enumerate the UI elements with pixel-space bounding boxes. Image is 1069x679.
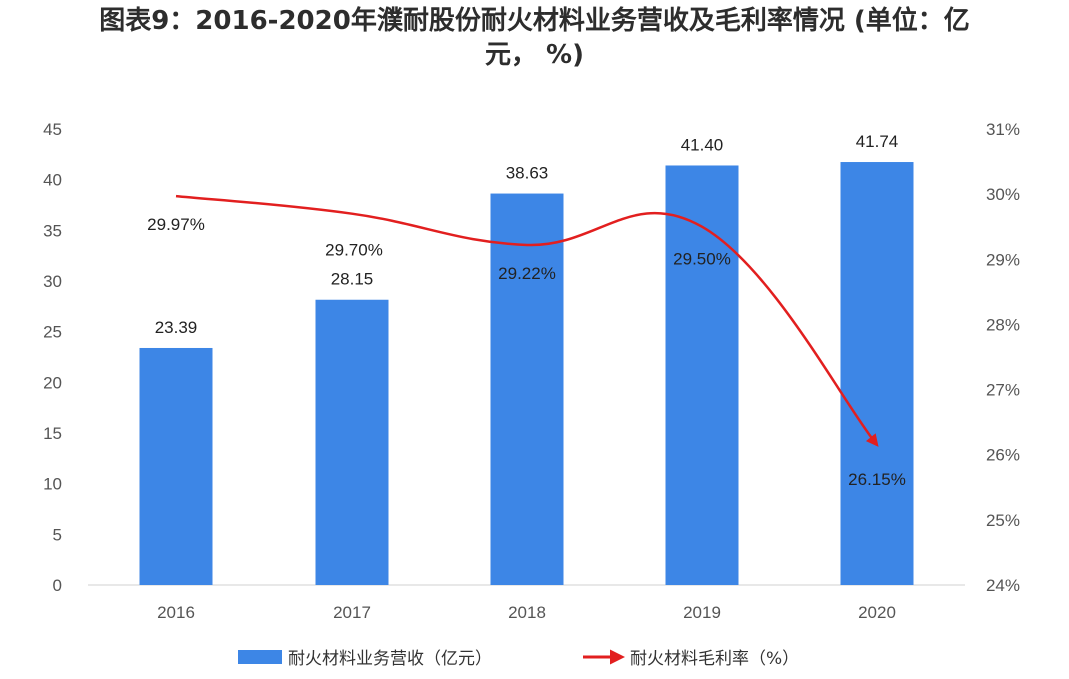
line-series — [175, 194, 879, 447]
y-right-tick-label: 31% — [986, 120, 1020, 139]
bar-data-label: 23.39 — [155, 318, 198, 337]
y-axis-left: 0 5 10 15 20 25 30 35 40 45 — [43, 120, 62, 595]
y-left-tick-label: 15 — [43, 424, 62, 443]
bar-data-label: 28.15 — [331, 270, 374, 289]
y-left-tick-label: 40 — [43, 171, 62, 190]
y-left-tick-label: 25 — [43, 323, 62, 342]
x-tick-label: 2019 — [683, 603, 721, 622]
bar — [840, 162, 914, 585]
chart-title: 图表9：2016-2020年濮耐股份耐火材料业务营收及毛利率情况 (单位：亿 元… — [0, 4, 1069, 72]
x-tick-label: 2020 — [858, 603, 896, 622]
y-right-tick-label: 28% — [986, 315, 1020, 334]
y-left-tick-label: 45 — [43, 120, 62, 139]
x-tick-label: 2016 — [157, 603, 195, 622]
y-right-tick-label: 27% — [986, 381, 1020, 400]
y-left-tick-label: 10 — [43, 475, 62, 494]
bar — [139, 347, 213, 585]
chart-title-line-1: 图表9：2016-2020年濮耐股份耐火材料业务营收及毛利率情况 (单位：亿 — [99, 6, 970, 36]
bar — [490, 193, 564, 586]
y-left-tick-label: 35 — [43, 221, 62, 240]
bar — [315, 299, 389, 585]
y-left-tick-label: 5 — [53, 525, 62, 544]
x-tick-label: 2018 — [508, 603, 546, 622]
margin-line — [175, 194, 879, 447]
y-right-tick-label: 29% — [986, 250, 1020, 269]
y-left-tick-label: 20 — [43, 373, 62, 392]
bar-series — [139, 162, 914, 586]
line-data-label: 29.22% — [498, 264, 556, 283]
y-right-tick-label: 25% — [986, 511, 1020, 530]
legend-swatch-bar — [238, 650, 282, 664]
bar — [665, 165, 739, 586]
line-data-label: 26.15% — [848, 470, 906, 489]
line-data-label: 29.50% — [673, 250, 731, 269]
bar-data-label: 41.74 — [856, 132, 899, 151]
y-axis-right: 24% 25% 26% 27% 28% 29% 30% 31% — [986, 120, 1020, 595]
y-right-tick-label: 30% — [986, 185, 1020, 204]
legend-label-line: 耐火材料毛利率（%） — [630, 649, 799, 669]
chart-title-line-2: 元， %) — [485, 40, 584, 70]
line-data-label: 29.97% — [147, 215, 205, 234]
bar-data-label: 38.63 — [506, 164, 549, 183]
y-right-tick-label: 26% — [986, 446, 1020, 465]
y-left-tick-label: 0 — [53, 576, 62, 595]
bar-data-labels: 23.39 28.15 38.63 41.40 41.74 — [155, 132, 899, 337]
y-left-tick-label: 30 — [43, 272, 62, 291]
bar-data-label: 41.40 — [681, 135, 724, 154]
x-axis: 2016 2017 2018 2019 2020 — [88, 584, 965, 622]
line-data-label: 29.70% — [325, 241, 383, 260]
legend: 耐火材料业务营收（亿元） 耐火材料毛利率（%） — [238, 649, 799, 669]
line-data-labels: 29.97% 29.70% 29.22% 29.50% 26.15% — [147, 215, 906, 489]
x-tick-label: 2017 — [333, 603, 371, 622]
y-right-tick-label: 24% — [986, 576, 1020, 595]
legend-label-bar: 耐火材料业务营收（亿元） — [288, 649, 492, 669]
